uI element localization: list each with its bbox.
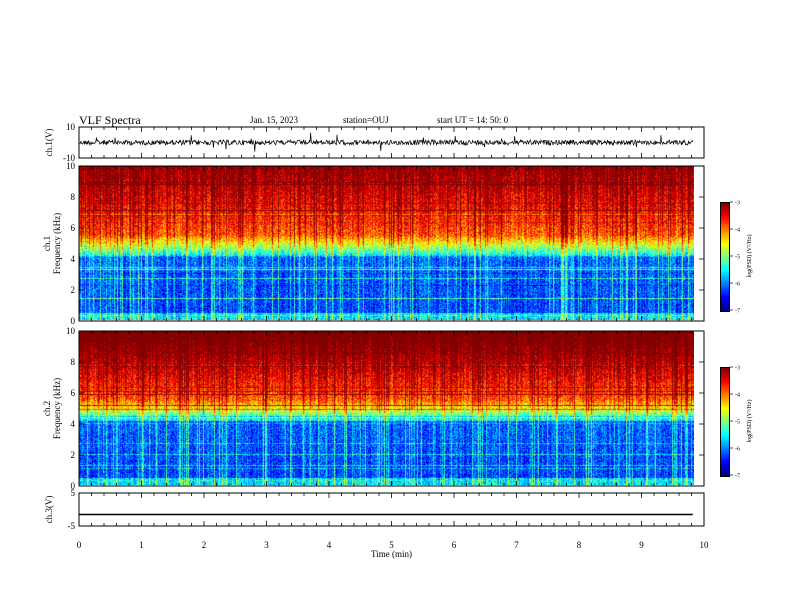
- x-axis-label: Time (min): [371, 549, 412, 559]
- ch2-spectrogram: [79, 331, 694, 485]
- panel-ylabel-channel: ch.1: [42, 236, 52, 251]
- panel-ylabel: ch.1(V): [44, 129, 54, 157]
- y-tick-label: -10: [63, 153, 75, 163]
- colorbar-label: log(PSD) (V²/Hz): [746, 400, 753, 443]
- colorbar-tick-label: -4: [735, 228, 740, 234]
- colorbar-tick-label: -4: [735, 393, 740, 399]
- y-tick-label: 10: [66, 161, 76, 171]
- x-tick-label: 0: [77, 540, 82, 550]
- ch1-waveform-line: [78, 132, 694, 152]
- y-tick-label: 10: [66, 326, 76, 336]
- y-tick-label: 5: [71, 488, 76, 498]
- colorbar-tick-label: -5: [735, 420, 740, 426]
- colorbar-label: log(PSD) (V²/Hz): [746, 235, 753, 278]
- x-tick-label: 4: [327, 540, 332, 550]
- colorbar-tick-label: -3: [735, 201, 740, 207]
- y-tick-label: 6: [71, 223, 76, 233]
- x-tick-label: 6: [452, 540, 457, 550]
- x-tick-label: 9: [639, 540, 644, 550]
- ch1-spectrogram: [79, 166, 694, 320]
- colorbar-tick-label: -6: [735, 447, 740, 453]
- x-tick-label: 2: [202, 540, 207, 550]
- start-ut-label: start UT = 14: 50: 0: [437, 115, 509, 125]
- ch2-colorbar: [720, 367, 730, 477]
- y-tick-label: 0: [71, 316, 76, 326]
- x-tick-label: 5: [389, 540, 394, 550]
- y-tick-label: 2: [71, 285, 76, 295]
- colorbar-tick-label: -3: [735, 366, 740, 372]
- panel-2-frame: [78, 165, 705, 322]
- panel-3-frame: [78, 330, 705, 487]
- panel-ylabel-frequency: Frequency (kHz): [52, 378, 62, 439]
- colorbar-tick-label: -7: [735, 309, 740, 315]
- colorbar-tick-label: -7: [735, 474, 740, 480]
- x-tick-label: 7: [514, 540, 519, 550]
- station-label: station=OUJ: [343, 115, 389, 125]
- y-tick-label: 6: [71, 388, 76, 398]
- panel-ylabel-frequency: Frequency (kHz): [52, 213, 62, 274]
- chart-title: VLF Spectra: [79, 113, 141, 127]
- y-tick-label: 4: [71, 419, 76, 429]
- colorbar-tick-label: -6: [735, 282, 740, 288]
- date-label: Jan. 15, 2023: [250, 115, 298, 125]
- y-tick-label: 4: [71, 254, 76, 264]
- y-tick-label: 8: [71, 192, 76, 202]
- y-tick-label: 10: [66, 122, 76, 132]
- panel-ylabel: ch.3(V): [44, 496, 54, 524]
- x-tick-label: 3: [264, 540, 269, 550]
- x-tick-label: 10: [700, 540, 710, 550]
- y-tick-label: 8: [71, 357, 76, 367]
- y-tick-label: -5: [68, 521, 76, 531]
- panel-ylabel-channel: ch.2: [42, 401, 52, 416]
- colorbar-tick-label: -5: [735, 255, 740, 261]
- x-tick-label: 1: [139, 540, 144, 550]
- x-tick-label: 8: [577, 540, 582, 550]
- ch1-colorbar: [720, 202, 730, 312]
- y-tick-label: 2: [71, 450, 76, 460]
- y-tick-label: 0: [71, 481, 76, 491]
